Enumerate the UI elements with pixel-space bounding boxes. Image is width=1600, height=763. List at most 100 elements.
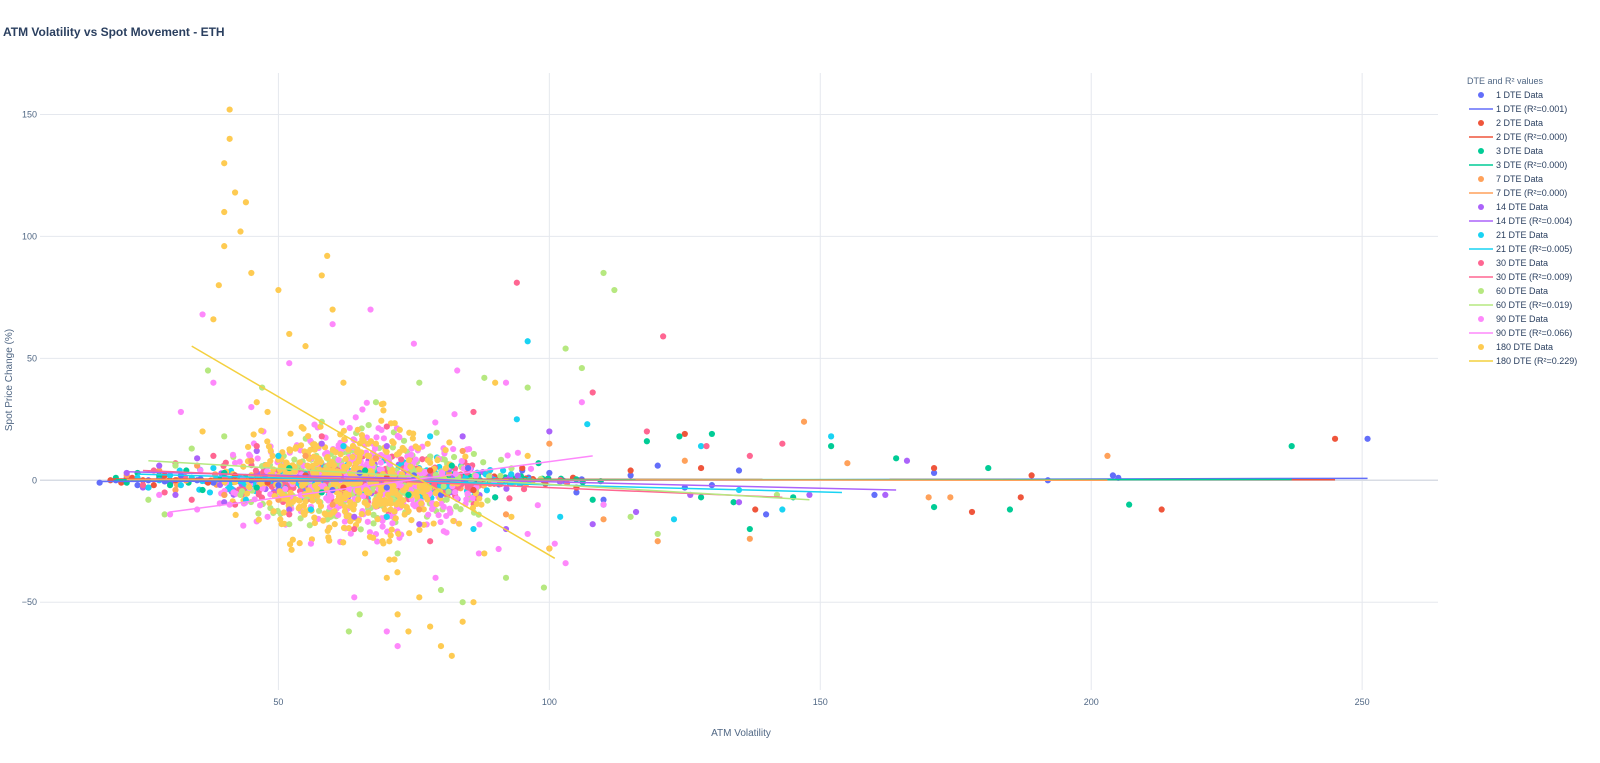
legend[interactable]: DTE and R² values 1 DTE Data 1 DTE (R²=0.… — [1467, 76, 1577, 366]
data-point — [352, 480, 359, 487]
data-point — [172, 491, 179, 499]
legend-label: 1 DTE (R²=0.001) — [1496, 104, 1567, 114]
data-point — [107, 477, 114, 484]
legend-item[interactable]: 3 DTE Data — [1478, 146, 1543, 156]
data-point — [307, 446, 314, 453]
legend-item[interactable]: 3 DTE (R²=0.000) — [1469, 160, 1567, 170]
data-point — [365, 509, 372, 516]
legend-item[interactable]: 7 DTE (R²=0.000) — [1469, 188, 1567, 198]
data-point — [352, 414, 359, 421]
legend-item[interactable]: 30 DTE Data — [1478, 258, 1548, 268]
legend-item[interactable]: 90 DTE (R²=0.066) — [1469, 328, 1572, 338]
legend-item[interactable]: 2 DTE (R²=0.000) — [1469, 132, 1567, 142]
legend-item[interactable]: 60 DTE (R²=0.019) — [1469, 300, 1572, 310]
data-point — [416, 506, 423, 513]
data-point — [930, 469, 938, 477]
data-point — [697, 464, 705, 472]
legend-item[interactable]: 30 DTE (R²=0.009) — [1469, 272, 1572, 282]
data-point — [342, 455, 349, 463]
data-point — [396, 426, 403, 433]
legend-item[interactable]: 2 DTE Data — [1478, 118, 1543, 128]
data-point — [437, 586, 445, 594]
data-point — [448, 652, 455, 659]
legend-item[interactable]: 14 DTE Data — [1478, 202, 1548, 212]
data-point — [396, 493, 403, 501]
data-point — [925, 494, 932, 501]
data-point — [414, 493, 421, 500]
data-point — [383, 574, 390, 581]
data-point — [399, 444, 406, 452]
data-point — [502, 574, 510, 581]
legend-item[interactable]: 7 DTE Data — [1478, 174, 1543, 184]
regression-lines-layer — [99, 345, 1368, 559]
data-point — [1288, 443, 1295, 450]
data-point — [306, 522, 313, 529]
data-point — [351, 525, 358, 533]
legend-item[interactable]: 1 DTE Data — [1478, 90, 1543, 100]
data-point — [546, 545, 553, 552]
legend-label: 2 DTE (R²=0.000) — [1496, 132, 1567, 142]
data-point — [286, 511, 293, 518]
legend-item[interactable]: 90 DTE Data — [1478, 314, 1548, 324]
data-point — [481, 374, 488, 381]
data-point — [221, 208, 228, 216]
data-point — [262, 462, 269, 469]
data-point — [697, 443, 705, 450]
data-point — [345, 446, 352, 453]
legend-item[interactable]: 21 DTE (R²=0.005) — [1469, 244, 1572, 254]
data-point — [735, 467, 743, 474]
data-point — [364, 518, 371, 525]
data-point — [1109, 472, 1116, 479]
data-point — [779, 506, 786, 513]
data-point — [364, 460, 371, 467]
chart-title: ATM Volatility vs Spot Movement - ETH — [3, 25, 225, 39]
data-point — [374, 538, 381, 545]
data-point — [476, 495, 483, 502]
data-point — [697, 494, 705, 501]
data-point — [483, 487, 490, 494]
data-point — [730, 499, 737, 506]
data-point — [415, 445, 422, 452]
data-point — [232, 511, 239, 518]
legend-label: 1 DTE Data — [1496, 90, 1543, 100]
legend-label: 3 DTE Data — [1496, 146, 1543, 156]
data-point — [324, 496, 332, 503]
data-point — [301, 511, 308, 518]
legend-item[interactable]: 14 DTE (R²=0.004) — [1469, 216, 1572, 226]
legend-item[interactable]: 180 DTE Data — [1478, 342, 1553, 352]
data-point — [381, 506, 388, 513]
data-point — [296, 540, 303, 547]
data-point — [386, 556, 393, 563]
data-point — [244, 443, 252, 451]
legend-item[interactable]: 21 DTE Data — [1478, 230, 1548, 240]
data-point — [589, 521, 596, 528]
data-point — [654, 530, 661, 538]
data-point — [365, 421, 372, 429]
data-point — [546, 440, 553, 447]
data-point — [508, 513, 515, 520]
legend-item[interactable]: 60 DTE Data — [1478, 286, 1548, 296]
legend-item[interactable]: 1 DTE (R²=0.001) — [1469, 104, 1567, 114]
data-point — [584, 421, 591, 428]
data-point — [455, 520, 463, 527]
data-point — [216, 481, 224, 488]
data-point — [478, 501, 485, 508]
data-point — [324, 527, 331, 535]
data-point — [573, 489, 580, 496]
data-point — [145, 496, 152, 503]
data-point — [458, 458, 465, 465]
data-point — [291, 456, 298, 463]
data-point — [419, 456, 426, 463]
data-point — [643, 438, 650, 445]
data-point — [255, 510, 262, 517]
data-point — [360, 437, 367, 444]
legend-item[interactable]: 180 DTE (R²=0.229) — [1469, 356, 1577, 366]
data-point — [903, 457, 911, 464]
legend-marker — [1478, 120, 1484, 126]
data-point — [364, 501, 371, 509]
data-point — [237, 228, 244, 235]
data-point — [350, 465, 358, 472]
data-point — [270, 508, 277, 515]
data-point — [210, 464, 217, 472]
data-point — [388, 526, 395, 533]
